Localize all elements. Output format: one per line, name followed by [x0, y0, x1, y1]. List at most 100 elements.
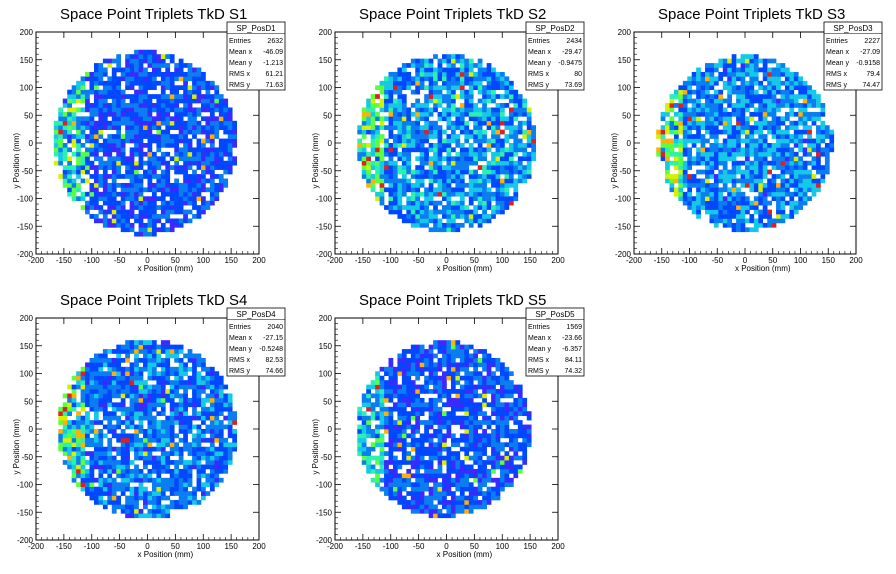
histogram-cell — [169, 420, 175, 425]
histogram-cell — [459, 67, 465, 73]
histogram-cell — [214, 116, 220, 122]
y-tick-label: 100 — [20, 370, 34, 379]
histogram-cell — [517, 143, 523, 148]
histogram-cell — [156, 393, 162, 399]
histogram-cell — [722, 98, 728, 104]
histogram-cell — [776, 85, 781, 91]
histogram-cell — [464, 214, 470, 219]
histogram-cell — [147, 420, 153, 425]
histogram-cell — [745, 143, 750, 148]
histogram-cell — [392, 89, 398, 95]
histogram-cell — [111, 200, 117, 206]
histogram-cell — [388, 147, 394, 153]
histogram-cell — [793, 120, 799, 126]
histogram-cell — [62, 174, 68, 179]
histogram-cell — [709, 111, 715, 117]
histogram-cell — [361, 437, 367, 443]
histogram-cell — [98, 477, 104, 483]
histogram-cell — [160, 129, 166, 135]
histogram-cell — [820, 178, 826, 184]
histogram-cell — [776, 63, 781, 68]
histogram-cell — [67, 156, 72, 162]
histogram-cell — [401, 191, 407, 197]
histogram-cell — [147, 442, 153, 448]
x-axis-label: x Position (mm) — [437, 264, 493, 273]
histogram-cell — [455, 80, 461, 86]
histogram-cell — [357, 151, 363, 157]
histogram-cell — [183, 182, 188, 188]
histogram-cell — [491, 196, 496, 202]
histogram-cell — [93, 442, 99, 448]
histogram-cell — [696, 85, 701, 91]
histogram-cell — [718, 160, 724, 166]
histogram-cell — [366, 174, 371, 179]
x-tick-label: 50 — [470, 256, 479, 265]
histogram-cell — [517, 178, 523, 184]
histogram-cell — [758, 147, 764, 153]
histogram-cell — [500, 94, 505, 99]
histogram-cell — [410, 209, 416, 215]
histogram-cell — [192, 116, 197, 122]
histogram-cell — [691, 143, 697, 148]
histogram-cell — [370, 138, 376, 144]
histogram-cell — [71, 406, 77, 412]
histogram-cell — [98, 486, 104, 492]
histogram-cell — [62, 182, 68, 188]
histogram-cell — [660, 125, 666, 130]
histogram-cell — [116, 349, 122, 354]
histogram-cell — [120, 174, 126, 179]
histogram-cell — [223, 143, 229, 148]
histogram-cell — [401, 129, 407, 135]
histogram-cell — [183, 76, 188, 82]
histogram-cell — [696, 125, 701, 130]
histogram-cell — [401, 151, 407, 157]
histogram-cell — [406, 125, 412, 130]
histogram-cell — [102, 107, 108, 113]
histogram-cell — [758, 94, 764, 99]
histogram-cell — [116, 169, 122, 175]
histogram-cell — [473, 63, 479, 68]
x-axis-label: x Position (mm) — [138, 264, 194, 273]
histogram-cell — [120, 455, 126, 461]
histogram-cell — [745, 63, 750, 68]
histogram-cell — [147, 451, 153, 456]
histogram-cell — [129, 486, 135, 492]
histogram-cell — [379, 442, 385, 448]
histogram-cell — [424, 129, 429, 135]
histogram-cell — [513, 89, 519, 95]
histogram-cell — [486, 205, 492, 210]
histogram-cell — [401, 134, 407, 139]
histogram-cell — [442, 76, 447, 82]
histogram-cell — [80, 420, 86, 425]
histogram-cell — [776, 129, 781, 135]
histogram-cell — [758, 174, 764, 179]
histogram-cell — [143, 231, 148, 237]
histogram-cell — [201, 406, 206, 412]
histogram-cell — [410, 134, 416, 139]
histogram-cell — [753, 182, 759, 188]
histogram-cell — [375, 196, 380, 202]
histogram-cell — [807, 103, 812, 108]
histogram-cell — [147, 371, 153, 377]
histogram-cell — [111, 371, 117, 377]
histogram-cell — [134, 174, 139, 179]
histogram-cell — [682, 151, 688, 157]
histogram-cell — [776, 187, 781, 193]
histogram-cell — [93, 415, 99, 421]
histogram-cell — [713, 76, 719, 82]
histogram-cell — [98, 174, 104, 179]
histogram-cell — [143, 125, 148, 130]
histogram-cell — [147, 209, 153, 215]
histogram-cell — [151, 54, 157, 59]
histogram-cell — [174, 464, 180, 470]
histogram-cell — [93, 147, 99, 153]
histogram-cell — [93, 182, 99, 188]
histogram-cell — [125, 191, 130, 197]
histogram-cell — [80, 178, 86, 184]
histogram-cell — [120, 508, 126, 514]
histogram-cell — [196, 397, 202, 403]
histogram-cell — [165, 178, 171, 184]
histogram-cell — [134, 411, 139, 416]
histogram-cell — [437, 191, 443, 197]
histogram-cell — [749, 143, 755, 148]
